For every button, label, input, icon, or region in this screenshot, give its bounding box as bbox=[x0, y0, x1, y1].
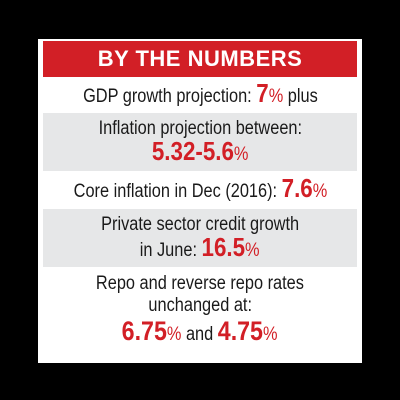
section-title: BY THE NUMBERS bbox=[43, 41, 357, 77]
core-inflation-value: 7.6 bbox=[281, 173, 313, 203]
core-inflation-label: Core inflation in Dec (2016): bbox=[73, 181, 282, 202]
gdp-unit: % bbox=[268, 86, 283, 107]
gdp-row: GDP growth projection: 7% plus bbox=[43, 77, 357, 113]
inflation-value: 5.32-5.6 bbox=[151, 136, 234, 166]
repo-label-1: Repo and reverse repo rates bbox=[95, 273, 305, 294]
credit-growth-label-2: in June: bbox=[140, 240, 202, 261]
credit-growth-label-1: Private sector credit growth bbox=[101, 214, 299, 235]
reverse-repo-unit: % bbox=[263, 324, 278, 345]
inflation-unit: % bbox=[233, 144, 249, 165]
gdp-label: GDP growth projection: bbox=[82, 86, 256, 107]
inflation-row: Inflation projection between: 5.32-5.6% bbox=[43, 113, 357, 171]
repo-label-2: unchanged at: bbox=[148, 295, 252, 316]
credit-growth-row: Private sector credit growth in June: 16… bbox=[43, 209, 357, 267]
credit-growth-value: 16.5 bbox=[201, 232, 246, 262]
repo-unit: % bbox=[167, 324, 182, 345]
core-inflation-unit: % bbox=[312, 181, 327, 202]
credit-growth-unit: % bbox=[245, 240, 260, 261]
repo-value: 6.75 bbox=[122, 316, 168, 346]
core-inflation-row: Core inflation in Dec (2016): 7.6% bbox=[43, 171, 357, 209]
reverse-repo-value: 4.75 bbox=[218, 316, 264, 346]
gdp-value: 7 bbox=[255, 78, 269, 108]
repo-rates-row: Repo and reverse repo rates unchanged at… bbox=[43, 267, 357, 352]
inflation-label: Inflation projection between: bbox=[98, 118, 302, 139]
numbers-card: BY THE NUMBERS GDP growth projection: 7%… bbox=[38, 39, 362, 363]
repo-joiner: and bbox=[181, 324, 219, 345]
gdp-line: GDP growth projection: 7% plus bbox=[43, 80, 357, 108]
gdp-suffix: plus bbox=[282, 86, 318, 107]
